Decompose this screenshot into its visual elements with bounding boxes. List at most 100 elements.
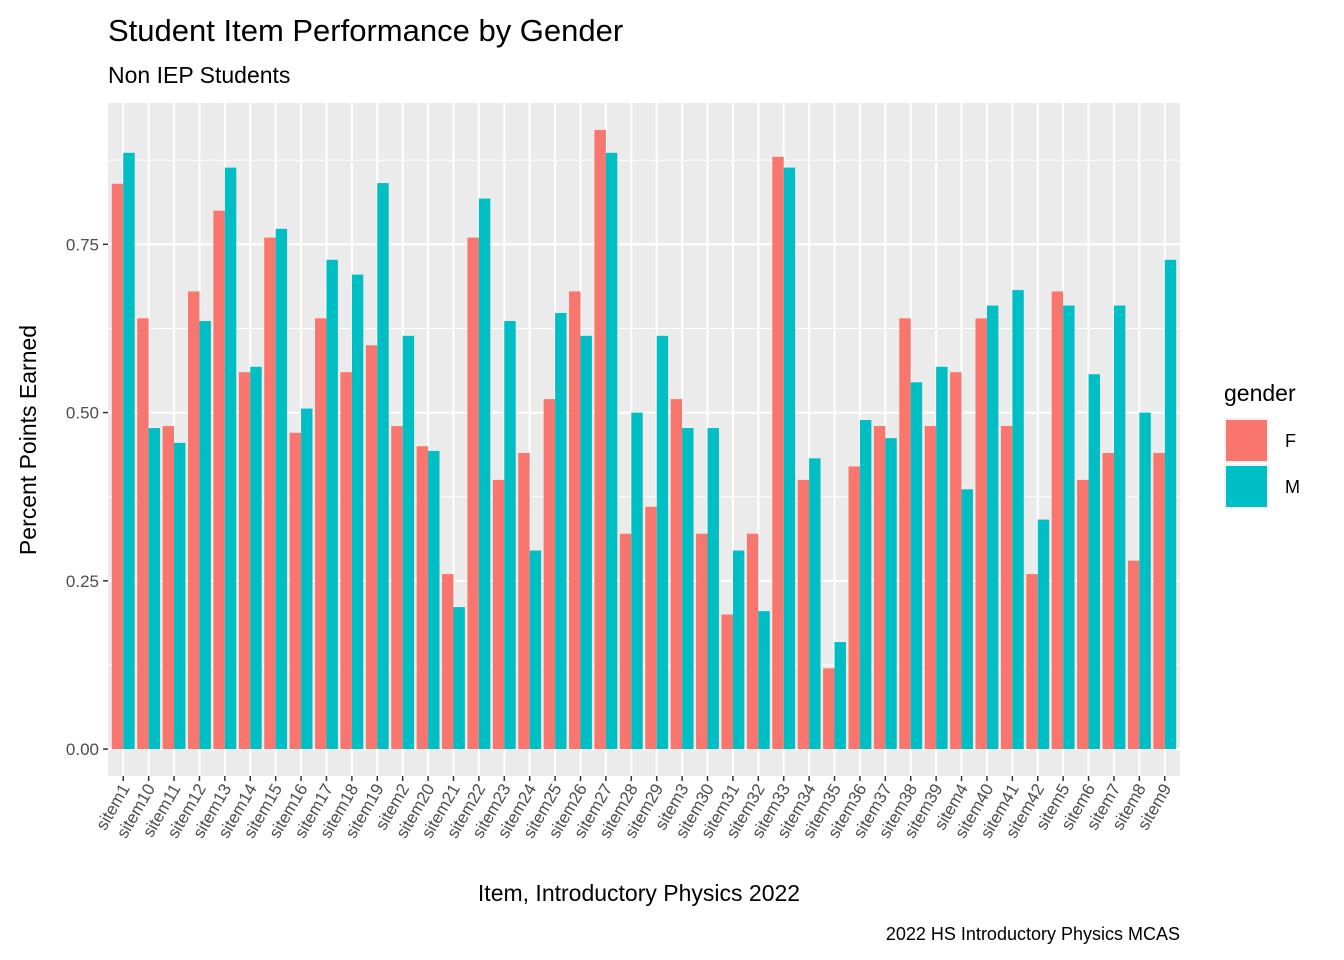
bar-F-sitem3: [670, 399, 683, 750]
bar-F-sitem14: [238, 372, 251, 750]
legend-swatch-F: [1226, 420, 1267, 461]
y-axis-title: Percent Points Earned: [15, 325, 41, 555]
y-tick-label: 0.25: [66, 572, 99, 591]
bar-F-sitem11: [162, 426, 175, 750]
bar-F-sitem10: [137, 318, 149, 750]
bar-F-sitem36: [848, 466, 860, 750]
bar-F-sitem17: [315, 318, 327, 750]
bar-M-sitem39: [936, 366, 948, 750]
x-axis: sitem1sitem10sitem11sitem12sitem13sitem1…: [92, 776, 1175, 842]
bar-M-sitem5: [1063, 305, 1075, 750]
bar-F-sitem22: [467, 237, 479, 750]
bar-M-sitem17: [326, 259, 338, 750]
bar-F-sitem21: [442, 574, 454, 750]
bar-M-sitem24: [529, 550, 542, 750]
bar-M-sitem26: [580, 335, 592, 750]
bar-M-sitem30: [707, 428, 719, 750]
chart-title: Student Item Performance by Gender: [108, 13, 623, 48]
bar-M-sitem27: [605, 152, 618, 750]
y-tick-label: 0.50: [66, 404, 99, 423]
bar-F-sitem29: [645, 506, 657, 750]
bar-M-sitem15: [275, 228, 288, 750]
bar-M-sitem16: [301, 408, 313, 750]
bar-M-sitem31: [732, 550, 745, 750]
bar-F-sitem15: [264, 237, 276, 750]
bar-F-sitem16: [289, 432, 302, 750]
y-axis: 0.00 0.25 0.50 0.75: [66, 235, 108, 759]
legend-label-F: F: [1285, 431, 1296, 451]
bar-M-sitem20: [428, 450, 440, 750]
bar-F-sitem1: [111, 183, 124, 750]
bar-M-sitem32: [758, 611, 770, 750]
bar-M-sitem35: [834, 642, 846, 750]
bar-F-sitem8: [1127, 560, 1140, 750]
bar-F-sitem41: [1000, 426, 1013, 750]
bar-F-sitem40: [975, 318, 987, 750]
bar-F-sitem25: [543, 399, 556, 750]
legend-label-M: M: [1285, 477, 1300, 497]
bar-F-sitem32: [746, 533, 759, 750]
bar-M-sitem1: [123, 152, 135, 750]
bar-M-sitem41: [1012, 290, 1024, 750]
bars: [111, 129, 1177, 750]
x-axis-title: Item, Introductory Physics 2022: [478, 880, 800, 906]
legend-swatch-M: [1226, 466, 1267, 507]
bar-F-sitem6: [1077, 479, 1089, 750]
bar-M-sitem18: [351, 274, 364, 750]
bar-F-sitem37: [873, 426, 886, 750]
bar-F-sitem2: [391, 426, 403, 750]
bar-M-sitem38: [910, 382, 923, 750]
bar-F-sitem9: [1153, 452, 1165, 750]
bar-F-sitem13: [213, 210, 225, 750]
bar-M-sitem2: [402, 335, 415, 750]
bar-M-sitem11: [174, 442, 186, 750]
bar-M-sitem36: [859, 419, 872, 750]
chart-subtitle: Non IEP Students: [108, 62, 290, 88]
bar-F-sitem20: [416, 446, 429, 750]
bar-F-sitem26: [569, 291, 581, 750]
bar-M-sitem28: [631, 412, 643, 750]
bar-M-sitem33: [783, 167, 796, 750]
chart-caption: 2022 HS Introductory Physics MCAS: [886, 924, 1180, 944]
bar-M-sitem34: [809, 458, 821, 750]
bar-M-sitem8: [1139, 412, 1151, 750]
bar-F-sitem42: [1026, 574, 1038, 750]
bar-F-sitem4: [950, 372, 962, 750]
bar-M-sitem6: [1088, 374, 1100, 750]
bar-F-sitem7: [1102, 452, 1114, 750]
bar-F-sitem27: [594, 129, 606, 750]
bar-M-sitem3: [682, 428, 694, 750]
bar-M-sitem21: [453, 607, 465, 750]
bar-M-sitem40: [986, 305, 999, 750]
bar-M-sitem37: [885, 438, 897, 750]
legend: gender F M: [1224, 380, 1300, 509]
y-tick-label: 0.00: [66, 740, 99, 759]
bar-M-sitem25: [555, 312, 567, 750]
bar-M-sitem12: [199, 321, 211, 750]
bar-F-sitem38: [899, 318, 911, 750]
bar-F-sitem24: [518, 452, 530, 750]
legend-title: gender: [1224, 380, 1296, 406]
bar-F-sitem34: [797, 479, 810, 750]
bar-M-sitem42: [1037, 519, 1050, 750]
bar-M-sitem29: [656, 335, 669, 750]
bar-M-sitem4: [961, 489, 973, 750]
bar-F-sitem12: [188, 291, 200, 750]
bar-M-sitem9: [1164, 259, 1177, 750]
bar-F-sitem19: [365, 345, 378, 750]
bar-F-sitem30: [696, 533, 708, 750]
bar-M-sitem19: [377, 183, 389, 750]
bar-M-sitem14: [250, 366, 262, 750]
bar-F-sitem23: [492, 479, 505, 750]
bar-M-sitem7: [1113, 305, 1126, 750]
bar-F-sitem28: [619, 533, 632, 750]
bar-F-sitem18: [340, 372, 352, 750]
bar-M-sitem13: [224, 167, 237, 750]
bar-F-sitem33: [772, 156, 784, 750]
bar-F-sitem39: [924, 426, 937, 750]
bar-M-sitem23: [504, 321, 516, 750]
y-tick-label: 0.75: [66, 235, 99, 254]
bar-M-sitem10: [148, 428, 161, 750]
bar-F-sitem5: [1051, 291, 1064, 750]
